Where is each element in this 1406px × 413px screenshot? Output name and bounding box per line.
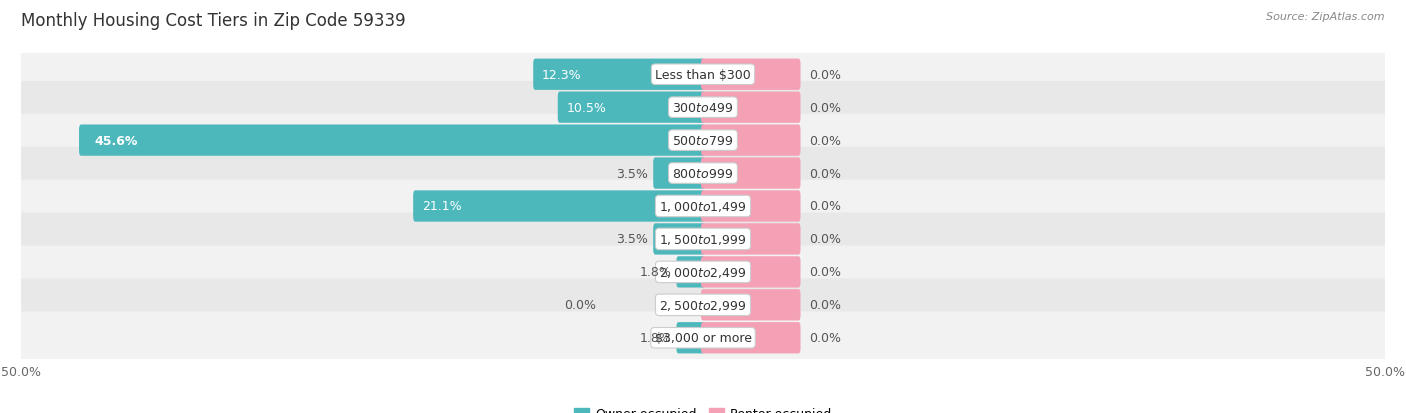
Text: $1,000 to $1,499: $1,000 to $1,499: [659, 199, 747, 214]
FancyBboxPatch shape: [702, 125, 800, 157]
Text: 0.0%: 0.0%: [810, 233, 841, 246]
FancyBboxPatch shape: [79, 125, 704, 157]
Text: 0.0%: 0.0%: [810, 299, 841, 311]
FancyBboxPatch shape: [702, 191, 800, 222]
Text: $300 to $499: $300 to $499: [672, 102, 734, 114]
FancyBboxPatch shape: [413, 191, 704, 222]
FancyBboxPatch shape: [676, 322, 704, 354]
FancyBboxPatch shape: [17, 49, 1389, 101]
FancyBboxPatch shape: [17, 279, 1389, 331]
FancyBboxPatch shape: [702, 256, 800, 288]
Text: 10.5%: 10.5%: [567, 102, 606, 114]
Text: 45.6%: 45.6%: [94, 134, 138, 147]
Text: Less than $300: Less than $300: [655, 69, 751, 81]
Text: 21.1%: 21.1%: [422, 200, 461, 213]
Text: 0.0%: 0.0%: [810, 332, 841, 344]
Text: $2,000 to $2,499: $2,000 to $2,499: [659, 265, 747, 279]
FancyBboxPatch shape: [702, 92, 800, 123]
Text: $1,500 to $1,999: $1,500 to $1,999: [659, 233, 747, 246]
Text: 0.0%: 0.0%: [810, 134, 841, 147]
Text: 0.0%: 0.0%: [810, 102, 841, 114]
FancyBboxPatch shape: [702, 59, 800, 91]
FancyBboxPatch shape: [17, 312, 1389, 364]
Text: $500 to $799: $500 to $799: [672, 134, 734, 147]
FancyBboxPatch shape: [654, 158, 704, 189]
FancyBboxPatch shape: [558, 92, 704, 123]
FancyBboxPatch shape: [702, 290, 800, 321]
Text: $3,000 or more: $3,000 or more: [655, 332, 751, 344]
Legend: Owner-occupied, Renter-occupied: Owner-occupied, Renter-occupied: [574, 407, 832, 413]
Text: 0.0%: 0.0%: [810, 266, 841, 279]
FancyBboxPatch shape: [702, 322, 800, 354]
FancyBboxPatch shape: [17, 213, 1389, 266]
FancyBboxPatch shape: [17, 114, 1389, 167]
FancyBboxPatch shape: [17, 180, 1389, 233]
Text: 3.5%: 3.5%: [617, 167, 648, 180]
FancyBboxPatch shape: [676, 256, 704, 288]
Text: $800 to $999: $800 to $999: [672, 167, 734, 180]
Text: 12.3%: 12.3%: [543, 69, 582, 81]
FancyBboxPatch shape: [702, 224, 800, 255]
Text: 1.8%: 1.8%: [640, 332, 672, 344]
FancyBboxPatch shape: [702, 158, 800, 189]
Text: Monthly Housing Cost Tiers in Zip Code 59339: Monthly Housing Cost Tiers in Zip Code 5…: [21, 12, 406, 30]
FancyBboxPatch shape: [533, 59, 704, 91]
Text: 0.0%: 0.0%: [565, 299, 596, 311]
FancyBboxPatch shape: [17, 246, 1389, 299]
Text: 0.0%: 0.0%: [810, 200, 841, 213]
Text: 0.0%: 0.0%: [810, 167, 841, 180]
Text: 3.5%: 3.5%: [617, 233, 648, 246]
FancyBboxPatch shape: [17, 147, 1389, 200]
Text: 0.0%: 0.0%: [810, 69, 841, 81]
Text: Source: ZipAtlas.com: Source: ZipAtlas.com: [1267, 12, 1385, 22]
FancyBboxPatch shape: [654, 224, 704, 255]
FancyBboxPatch shape: [17, 82, 1389, 134]
Text: $2,500 to $2,999: $2,500 to $2,999: [659, 298, 747, 312]
Text: 1.8%: 1.8%: [640, 266, 672, 279]
